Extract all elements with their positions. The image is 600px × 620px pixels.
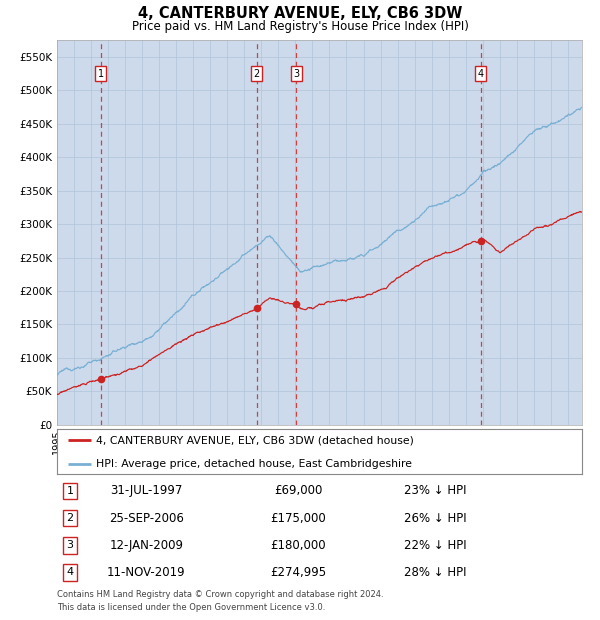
Text: 2: 2 (254, 69, 260, 79)
Text: £175,000: £175,000 (271, 512, 326, 525)
Text: 4, CANTERBURY AVENUE, ELY, CB6 3DW (detached house): 4, CANTERBURY AVENUE, ELY, CB6 3DW (deta… (97, 435, 414, 445)
Text: 4, CANTERBURY AVENUE, ELY, CB6 3DW: 4, CANTERBURY AVENUE, ELY, CB6 3DW (138, 6, 462, 21)
Text: £274,995: £274,995 (271, 566, 326, 579)
Text: HPI: Average price, detached house, East Cambridgeshire: HPI: Average price, detached house, East… (97, 459, 412, 469)
Text: Price paid vs. HM Land Registry's House Price Index (HPI): Price paid vs. HM Land Registry's House … (131, 20, 469, 33)
Text: 1: 1 (67, 486, 74, 496)
Text: 28% ↓ HPI: 28% ↓ HPI (404, 566, 466, 579)
Text: 22% ↓ HPI: 22% ↓ HPI (404, 539, 466, 552)
Text: 1: 1 (98, 69, 104, 79)
Text: 4: 4 (67, 567, 74, 577)
Text: 3: 3 (67, 540, 74, 550)
Text: 4: 4 (478, 69, 484, 79)
Text: £180,000: £180,000 (271, 539, 326, 552)
Text: 26% ↓ HPI: 26% ↓ HPI (404, 512, 466, 525)
Text: 31-JUL-1997: 31-JUL-1997 (110, 484, 182, 497)
Text: This data is licensed under the Open Government Licence v3.0.: This data is licensed under the Open Gov… (57, 603, 325, 612)
Text: 3: 3 (293, 69, 299, 79)
Text: 25-SEP-2006: 25-SEP-2006 (109, 512, 184, 525)
Text: 11-NOV-2019: 11-NOV-2019 (107, 566, 185, 579)
Text: 12-JAN-2009: 12-JAN-2009 (109, 539, 183, 552)
Text: 2: 2 (67, 513, 74, 523)
Text: £69,000: £69,000 (274, 484, 323, 497)
Text: 23% ↓ HPI: 23% ↓ HPI (404, 484, 466, 497)
Text: Contains HM Land Registry data © Crown copyright and database right 2024.: Contains HM Land Registry data © Crown c… (57, 590, 383, 600)
